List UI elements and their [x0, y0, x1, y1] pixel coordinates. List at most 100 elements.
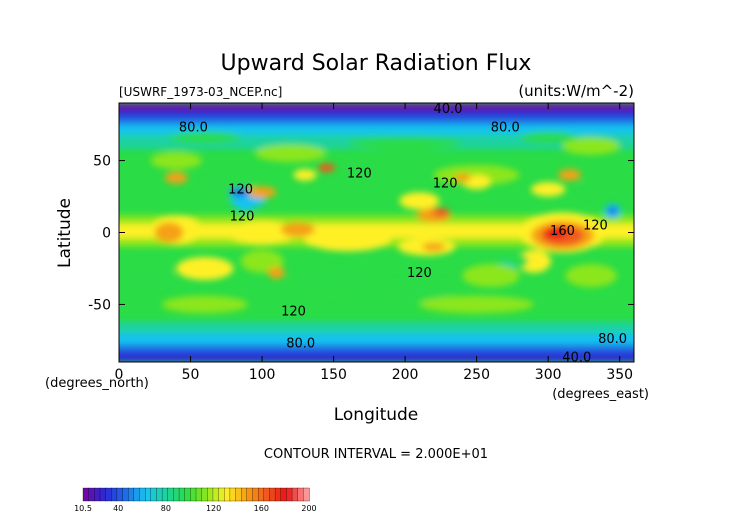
flux-cell	[161, 295, 248, 314]
flux-cell	[510, 254, 529, 269]
colorbar-swatch	[280, 487, 288, 502]
contour-label: 40.0	[434, 102, 463, 117]
flux-cell	[317, 163, 336, 173]
contour-label: 120	[281, 305, 306, 320]
x-tick-label: 50	[182, 367, 200, 383]
colorbar-swatch	[263, 487, 271, 502]
contour-label: 80.0	[598, 332, 627, 347]
colorbar-swatch	[156, 487, 163, 502]
flux-cell	[531, 182, 566, 197]
colorbar-swatch	[286, 487, 293, 502]
flux-cell	[176, 256, 234, 280]
contour-label: 80.0	[179, 120, 208, 135]
colorbar-swatch	[218, 487, 225, 502]
flux-band	[119, 117, 634, 125]
colorbar-swatch	[201, 487, 208, 502]
flux-cell	[432, 208, 450, 217]
y-axis-label: Latitude	[55, 198, 75, 268]
flux-band	[119, 351, 634, 362]
colorbar-swatch	[144, 487, 152, 502]
flux-band	[119, 344, 634, 352]
flux-cell	[453, 173, 471, 183]
colorbar-swatch	[303, 487, 310, 502]
flux-cell	[543, 226, 567, 239]
colorbar-swatch	[139, 487, 146, 502]
x-unit-label: (degrees_east)	[552, 387, 649, 402]
x-tick-label: 0	[115, 367, 124, 383]
colorbar-tick-label: 200	[301, 504, 316, 513]
colorbar-swatch	[195, 487, 203, 502]
colorbar-swatch	[88, 487, 95, 502]
flux-cell	[399, 192, 440, 210]
flux-cell	[121, 261, 174, 291]
x-tick-label: 300	[535, 367, 562, 383]
flux-cell	[150, 151, 202, 170]
x-tick-label: 350	[606, 367, 633, 383]
flux-cell	[608, 206, 617, 216]
colorbar-swatch	[207, 487, 214, 502]
colorbar-tick-label: 80	[161, 504, 171, 513]
contour-label: 120	[407, 266, 432, 281]
colorbar-tick-label: 160	[254, 504, 269, 513]
contour-label: 120	[583, 218, 608, 233]
colorbar-swatch	[190, 487, 197, 502]
colorbar-tick-label: 10.5	[74, 504, 92, 513]
contour-label: 80.0	[491, 120, 520, 135]
contour-label: 120	[230, 210, 255, 225]
flux-cell	[169, 131, 241, 144]
flux-band	[119, 321, 634, 334]
flux-band	[119, 333, 634, 345]
flux-cell	[247, 186, 277, 198]
units-label: (units:W/m^-2)	[518, 82, 634, 100]
contour-label: 80.0	[286, 336, 315, 351]
flux-cell	[347, 137, 463, 150]
flux-cell	[419, 295, 534, 314]
colorbar-swatch	[257, 487, 265, 502]
plot-area: 40.0 80.0 80.0 120 120 120 120 160 120 120 120 80.0…	[119, 102, 634, 366]
colorbar-tick-label: 40	[113, 504, 123, 513]
colorbar-swatch	[82, 487, 90, 502]
colorbar-swatch	[105, 487, 112, 502]
colorbar-swatch	[184, 487, 191, 502]
colorbar-swatch	[246, 487, 254, 502]
colorbar-swatch	[235, 487, 242, 502]
colorbar-swatch	[173, 487, 180, 502]
x-tick-label: 200	[392, 367, 419, 383]
colorbar-swatch	[291, 487, 299, 502]
colorbar-swatch	[94, 487, 101, 502]
y-tick-label: -50	[88, 297, 111, 313]
x-axis-label: Longitude	[334, 405, 419, 425]
y-tick-label: 50	[93, 154, 111, 170]
contour-labels: 40.0 80.0 80.0 120 120 120 120 160 120 120 120 80.0…	[179, 102, 627, 366]
flux-cell	[240, 249, 284, 273]
flux-cell	[226, 220, 298, 245]
flux-cell	[229, 187, 253, 197]
flux-cell	[304, 228, 391, 252]
contour-label: 120	[347, 167, 372, 182]
colorbar-swatch	[150, 487, 158, 502]
colorbar-swatch	[99, 487, 107, 502]
flux-cell	[562, 137, 620, 155]
contour-label: 120	[433, 177, 458, 192]
flux-field	[119, 103, 634, 362]
contour-label: 40.0	[562, 351, 591, 366]
colorbar-tick-label: 120	[206, 504, 221, 513]
flux-cell	[267, 267, 285, 279]
x-tick-label: 150	[320, 367, 347, 383]
colorbar-swatch	[212, 487, 220, 502]
y-tick-label: 0	[102, 226, 111, 242]
colorbar-swatch	[297, 487, 305, 502]
flux-cell	[462, 264, 520, 288]
flux-cell	[236, 202, 254, 211]
colorbar-swatch	[224, 487, 231, 502]
y-unit-label: (degrees_north)	[45, 376, 149, 391]
colorbar-swatch	[133, 487, 141, 502]
flux-band	[119, 110, 634, 118]
flux-band	[119, 103, 634, 111]
contour-label: 160	[550, 224, 575, 239]
colorbar-swatch	[269, 487, 276, 502]
y-axis: -50 0 50	[88, 154, 634, 313]
chart-title: Upward Solar Radiation Flux	[221, 51, 532, 76]
flux-cell	[293, 169, 317, 181]
